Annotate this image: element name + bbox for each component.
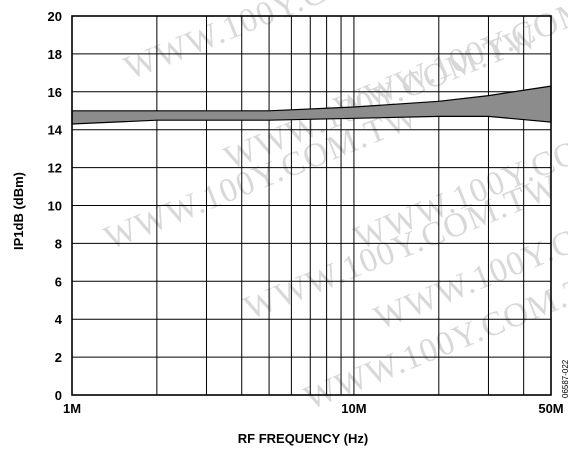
y-tick-label-10: 18 bbox=[48, 47, 62, 62]
plot-frame-layer bbox=[71, 15, 552, 396]
y-tick-label-2: 2 bbox=[55, 350, 62, 365]
plot-frame bbox=[71, 15, 552, 396]
y-tick-labels: 0 2 4 6 8 10 12 14 16 18 20 bbox=[48, 9, 63, 403]
y-tick-label-5: 8 bbox=[55, 236, 62, 251]
watermark-layer: WWW.100Y.COM.TWWWW.100Y.COM.TWWWW.100Y.C… bbox=[99, 0, 568, 417]
figure-id: 06587-022 bbox=[561, 359, 568, 398]
grid-lines bbox=[72, 16, 551, 395]
y-tick-label-11: 20 bbox=[48, 9, 62, 24]
y-tick-label-6: 10 bbox=[48, 199, 62, 214]
y-axis-title: IP1dB (dBm) bbox=[11, 172, 26, 250]
x-tick-labels: 1M 10M 50M bbox=[63, 401, 564, 416]
y-tick-label-3: 4 bbox=[55, 312, 63, 327]
y-tick-label-9: 16 bbox=[48, 85, 62, 100]
y-tick-label-7: 12 bbox=[48, 161, 62, 176]
x-tick-label-2: 10M bbox=[341, 401, 366, 416]
y-tick-label-8: 14 bbox=[48, 123, 63, 138]
x-axis-title: RF FREQUENCY (Hz) bbox=[238, 431, 368, 446]
y-tick-label-1: 0 bbox=[55, 388, 62, 403]
x-tick-label-3: 50M bbox=[538, 401, 563, 416]
y-tick-label-4: 6 bbox=[55, 274, 62, 289]
x-tick-label-1: 1M bbox=[63, 401, 81, 416]
